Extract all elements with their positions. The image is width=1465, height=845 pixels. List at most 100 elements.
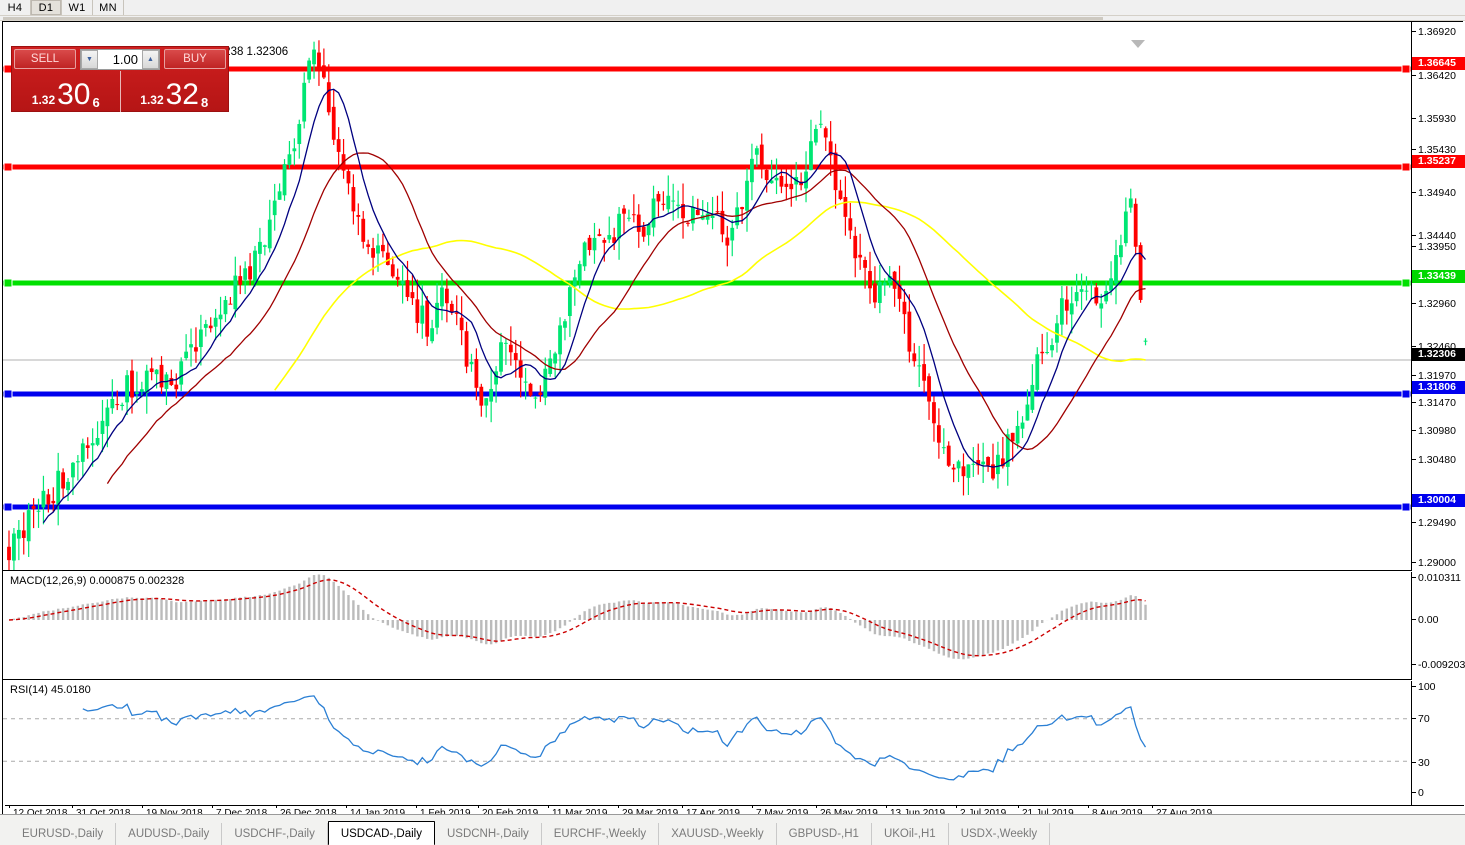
tick-mark-icon — [1412, 303, 1416, 304]
chart-tab-gbpusdh1[interactable]: GBPUSD-,H1 — [777, 823, 872, 845]
chart-tab-bar: EURUSD-,Daily AUDUSD-,Daily USDCHF-,Daily U… — [0, 814, 1465, 845]
date-axis-label: 27 Aug 2019 — [1151, 805, 1212, 819]
price-axis-tick: 1.34440 — [1412, 231, 1456, 242]
chart-tab-audusddaily[interactable]: AUDUSD-,Daily — [116, 823, 223, 845]
date-axis-label: 31 Oct 2018 — [71, 805, 130, 819]
timeframe-button-h4[interactable]: H4 — [0, 0, 31, 15]
rsi-axis-tick: 30 — [1412, 758, 1430, 769]
price-axis-tick: 1.29000 — [1412, 558, 1456, 569]
tick-label: 100 — [1418, 681, 1436, 693]
volume-input[interactable]: 1.00 — [98, 51, 142, 67]
chart-tab-xauusdweekly[interactable]: XAUUSD-,Weekly — [659, 823, 777, 845]
chart-tab-usdxweekly[interactable]: USDX-,Weekly — [949, 823, 1051, 845]
price-level-chip[interactable]: 1.31806 — [1412, 381, 1465, 394]
chart-body[interactable]: MACD(12,26,9) 0.000875 0.002328 RSI(14) … — [2, 21, 1465, 820]
scrollbar-thumb[interactable] — [3, 17, 1103, 20]
tick-label: 0.010311 — [1418, 572, 1462, 584]
buy-button[interactable]: BUY — [164, 49, 226, 69]
tick-label: 1.29000 — [1418, 557, 1456, 569]
chart-top-marker-icon — [1131, 40, 1145, 48]
tick-mark-icon — [1412, 562, 1416, 563]
buy-price-prefix: 1.32 — [140, 93, 164, 107]
price-axis-tick: 1.31470 — [1412, 398, 1456, 409]
price-axis-tick: 1.33950 — [1412, 242, 1456, 253]
rsi-plot — [3, 695, 1411, 781]
date-axis-label: 7 Dec 2018 — [211, 805, 267, 819]
price-pane[interactable] — [3, 22, 1411, 571]
price-level-chip[interactable]: 1.36645 — [1412, 57, 1465, 70]
one-click-trade-panel[interactable]: SELL ▼ 1.00 ▲ BUY 1.32 30 6 1.32 32 8 — [11, 46, 229, 112]
chart-tab-ukoilh1[interactable]: UKOil-,H1 — [872, 823, 949, 845]
date-axis-label: 13 Jun 2019 — [885, 805, 945, 819]
sell-price-quote[interactable]: 1.32 30 6 — [12, 71, 120, 112]
tick-mark-icon — [1412, 375, 1416, 376]
tick-mark-icon — [1412, 246, 1416, 247]
price-axis-tick: 1.29490 — [1412, 518, 1456, 529]
tick-label: 30 — [1418, 757, 1430, 769]
price-axis-tick: 1.34940 — [1412, 188, 1456, 199]
tick-label: 1.32960 — [1418, 298, 1456, 310]
date-axis-label: 12 Oct 2018 — [8, 805, 67, 819]
date-axis-label: 17 Apr 2019 — [682, 805, 740, 819]
tick-label: 1.29490 — [1418, 517, 1456, 529]
buy-price-fraction: 8 — [201, 95, 209, 110]
candlestick-chart — [3, 40, 1411, 570]
sell-price-prefix: 1.32 — [31, 93, 56, 107]
macd-axis-tick: -0.009203 — [1412, 660, 1465, 671]
tick-mark-icon — [1412, 31, 1416, 32]
price-axis-tick: 1.36420 — [1412, 71, 1456, 82]
macd-pane[interactable]: MACD(12,26,9) 0.000875 0.002328 — [3, 572, 1411, 680]
price-level-chip[interactable]: 1.30004 — [1412, 494, 1465, 507]
buy-price-quote[interactable]: 1.32 32 8 — [119, 71, 229, 112]
rsi-axis-tick: 70 — [1412, 714, 1430, 725]
price-level-chip[interactable]: 1.32306 — [1412, 348, 1465, 361]
tick-mark-icon — [1412, 718, 1416, 719]
date-axis-label: 26 Dec 2018 — [276, 805, 337, 819]
volume-decrement-icon[interactable]: ▼ — [81, 49, 98, 69]
tick-label: 1.32460 — [1418, 341, 1456, 353]
price-axis-tick: 1.36920 — [1412, 27, 1456, 38]
timeframe-button-d1[interactable]: D1 — [31, 0, 62, 15]
price-axis-tick: 1.32960 — [1412, 299, 1456, 310]
tick-mark-icon — [1412, 762, 1416, 763]
price-axis-tick: 1.31970 — [1412, 371, 1456, 382]
timeframe-button-w1[interactable]: W1 — [62, 0, 93, 15]
volume-increment-icon[interactable]: ▲ — [142, 49, 159, 69]
price-axis-tick: 1.30480 — [1412, 455, 1456, 466]
rsi-axis[interactable]: 100 70 30 0 — [1411, 681, 1464, 805]
macd-axis[interactable]: 0.010311 0.00 -0.009203 — [1411, 572, 1465, 680]
tick-mark-icon — [1412, 619, 1416, 620]
chart-tab-usdcnhdaily[interactable]: USDCNH-,Daily — [435, 823, 542, 845]
date-axis-label: 21 Jul 2019 — [1018, 805, 1074, 819]
chart-tab-usdchfdaily[interactable]: USDCHF-,Daily — [222, 823, 328, 845]
tick-label: 1.31970 — [1418, 370, 1456, 382]
trade-panel-top-row: SELL ▼ 1.00 ▲ BUY — [12, 47, 228, 71]
tick-label: 70 — [1418, 713, 1430, 725]
tick-mark-icon — [1412, 430, 1416, 431]
volume-stepper[interactable]: ▼ 1.00 ▲ — [80, 48, 160, 70]
tick-mark-icon — [1412, 118, 1416, 119]
tick-label: 0.00 — [1418, 614, 1439, 626]
sell-button[interactable]: SELL — [14, 49, 76, 69]
rsi-label: RSI(14) 45.0180 — [8, 684, 93, 696]
date-axis-label: 29 Mar 2019 — [617, 805, 678, 819]
trade-panel-quotes: 1.32 30 6 1.32 32 8 — [12, 71, 228, 112]
chart-tab-eurusddaily[interactable]: EURUSD-,Daily — [10, 823, 117, 845]
price-axis[interactable]: 1.36920 1.36420 1.35930 1.35430 1.34940 1.344… — [1411, 22, 1465, 571]
horizontal-scrollbar[interactable] — [0, 16, 1465, 21]
price-level-chip[interactable]: 1.33439 — [1412, 270, 1465, 283]
price-level-chip[interactable]: 1.35237 — [1412, 155, 1465, 168]
tick-label: 1.33950 — [1418, 241, 1456, 253]
tick-label: -0.009203 — [1418, 659, 1465, 671]
tick-mark-icon — [1412, 402, 1416, 403]
rsi-pane[interactable]: RSI(14) 45.0180 — [3, 681, 1411, 805]
timeframe-button-mn[interactable]: MN — [93, 0, 124, 15]
tick-mark-icon — [1412, 235, 1416, 236]
chart-tab-eurchfweekly[interactable]: EURCHF-,Weekly — [542, 823, 660, 845]
tick-label: 1.36420 — [1418, 70, 1456, 82]
date-axis-label: 2 Jul 2019 — [955, 805, 1006, 819]
price-axis-tick: 1.35930 — [1412, 114, 1456, 125]
tick-label: 0 — [1418, 787, 1424, 799]
chart-tab-usdcaddaily[interactable]: USDCAD-,Daily — [327, 821, 435, 845]
